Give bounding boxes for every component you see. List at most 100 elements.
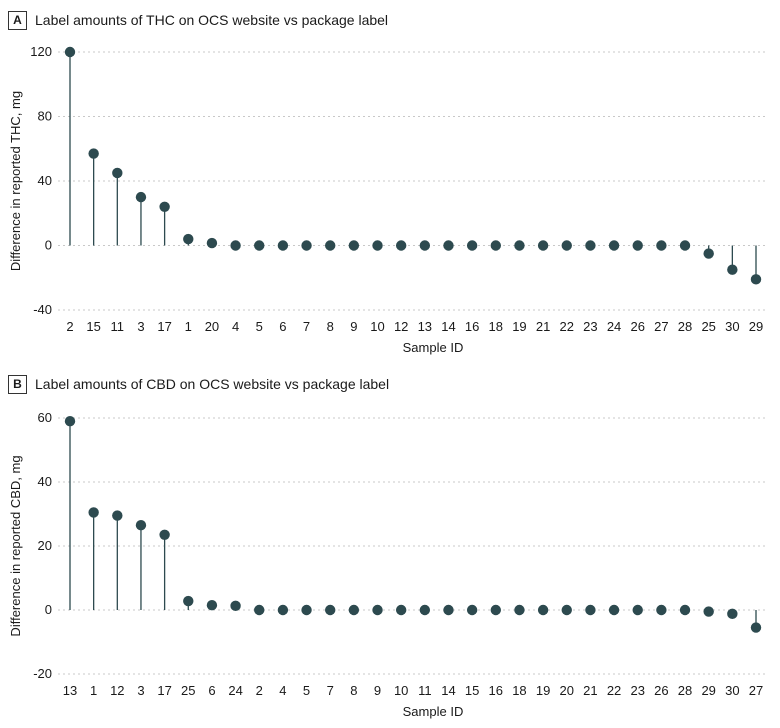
data-point-23 xyxy=(585,240,596,251)
x-tick-label: 9 xyxy=(350,319,357,334)
x-axis-title: Sample ID xyxy=(403,340,464,355)
panel-a-letter: A xyxy=(8,10,27,30)
y-tick-label: 0 xyxy=(45,238,52,253)
y-tick-label: 60 xyxy=(38,410,52,425)
data-point-11 xyxy=(112,167,123,179)
x-tick-label: 4 xyxy=(232,319,239,334)
data-point-12 xyxy=(112,510,123,521)
x-tick-label: 17 xyxy=(157,683,171,698)
x-tick-label: 29 xyxy=(749,319,763,334)
data-point-8 xyxy=(348,604,360,616)
data-point-15 xyxy=(88,148,99,159)
data-point-13 xyxy=(64,416,76,427)
x-tick-label: 20 xyxy=(205,319,219,334)
data-point-5 xyxy=(254,240,265,251)
x-tick-label: 11 xyxy=(111,319,125,334)
data-point-24 xyxy=(608,240,620,251)
y-tick-label: -40 xyxy=(33,302,52,317)
x-tick-label: 21 xyxy=(536,319,550,334)
data-point-29 xyxy=(703,606,714,617)
x-tick-label: 15 xyxy=(465,683,479,698)
data-point-9 xyxy=(348,240,360,251)
data-point-19 xyxy=(514,240,525,251)
data-point-28 xyxy=(679,240,691,251)
x-tick-label: 26 xyxy=(654,683,668,698)
x-tick-label: 22 xyxy=(560,319,574,334)
data-point-18 xyxy=(490,240,501,251)
data-point-10 xyxy=(372,240,383,251)
x-tick-label: 25 xyxy=(181,683,195,698)
y-tick-label: 120 xyxy=(30,44,52,59)
data-point-14 xyxy=(443,240,454,251)
panel-b-letter: B xyxy=(8,374,27,394)
y-tick-label: 40 xyxy=(38,474,52,489)
x-tick-label: 19 xyxy=(512,319,526,334)
x-tick-label: 4 xyxy=(279,683,286,698)
data-point-1 xyxy=(88,507,99,518)
x-tick-label: 9 xyxy=(374,683,381,698)
x-tick-label: 12 xyxy=(110,683,124,698)
y-tick-label: -20 xyxy=(33,666,52,681)
data-point-17 xyxy=(159,529,170,540)
data-point-26 xyxy=(632,240,643,251)
x-tick-label: 2 xyxy=(256,683,263,698)
data-point-22 xyxy=(608,604,620,616)
data-point-22 xyxy=(561,240,572,251)
x-tick-label: 7 xyxy=(303,319,310,334)
data-point-9 xyxy=(372,604,383,616)
panel-b-header: B Label amounts of CBD on OCS website vs… xyxy=(8,374,389,394)
data-point-29 xyxy=(750,274,762,285)
x-tick-label: 2 xyxy=(66,319,73,334)
x-tick-label: 30 xyxy=(725,683,739,698)
x-tick-label: 29 xyxy=(701,683,715,698)
x-tick-label: 7 xyxy=(327,683,334,698)
x-tick-label: 5 xyxy=(256,319,263,334)
x-tick-label: 18 xyxy=(489,319,503,334)
data-point-14 xyxy=(443,604,454,616)
y-axis-title: Difference in reported THC, mg xyxy=(8,91,23,271)
x-axis-title: Sample ID xyxy=(403,704,464,719)
data-point-18 xyxy=(514,604,525,616)
data-point-6 xyxy=(277,240,289,251)
panel-b-title: Label amounts of CBD on OCS website vs p… xyxy=(35,376,390,392)
x-tick-label: 8 xyxy=(327,319,334,334)
x-tick-label: 15 xyxy=(86,319,100,334)
data-point-25 xyxy=(703,248,714,259)
x-tick-label: 23 xyxy=(630,683,644,698)
x-tick-label: 14 xyxy=(441,683,455,698)
x-tick-label: 13 xyxy=(418,319,432,334)
panel-b: B Label amounts of CBD on OCS website vs… xyxy=(0,364,780,728)
x-tick-label: 16 xyxy=(489,683,503,698)
data-point-21 xyxy=(585,604,596,616)
data-point-6 xyxy=(206,600,218,611)
x-tick-label: 28 xyxy=(678,683,692,698)
x-tick-label: 30 xyxy=(725,319,739,334)
data-point-7 xyxy=(325,604,336,616)
data-point-26 xyxy=(656,604,667,616)
data-point-1 xyxy=(183,233,194,245)
data-point-3 xyxy=(135,191,147,203)
x-tick-label: 27 xyxy=(654,319,668,334)
data-point-3 xyxy=(135,520,147,531)
data-point-19 xyxy=(537,604,549,616)
x-tick-label: 3 xyxy=(137,319,144,334)
data-point-27 xyxy=(656,240,667,251)
data-point-12 xyxy=(395,240,407,251)
data-point-25 xyxy=(183,595,194,607)
data-point-30 xyxy=(727,264,738,275)
data-point-28 xyxy=(679,604,691,616)
panel-a-title: Label amounts of THC on OCS website vs p… xyxy=(35,12,389,28)
x-tick-label: 27 xyxy=(749,683,763,698)
x-tick-label: 23 xyxy=(583,319,597,334)
x-tick-label: 24 xyxy=(607,319,621,334)
y-tick-label: 0 xyxy=(45,602,52,617)
x-tick-label: 18 xyxy=(512,683,526,698)
x-tick-label: 28 xyxy=(678,319,692,334)
data-point-16 xyxy=(490,604,501,616)
y-axis-title: Difference in reported CBD, mg xyxy=(8,455,23,636)
y-tick-label: 40 xyxy=(38,173,52,188)
data-point-20 xyxy=(206,237,218,249)
x-tick-label: 12 xyxy=(394,319,408,334)
cbd-chart: -20 0 20 40 60 Sample ID Difference in reporte… xyxy=(8,410,768,719)
